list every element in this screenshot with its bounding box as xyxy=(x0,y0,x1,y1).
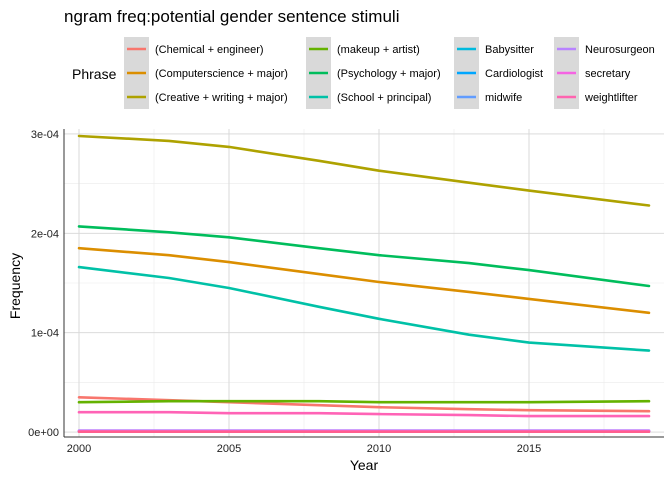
legend-label: Neurosurgeon xyxy=(585,44,655,56)
legend-item-creative-writing-major: (Creative + writing + major) xyxy=(124,85,288,109)
legend: (Chemical + engineer) (Computerscience + … xyxy=(124,37,655,109)
legend-item-psychology-major: (Psychology + major) xyxy=(306,61,441,85)
series-line-makeup-artist xyxy=(77,399,651,404)
legend-item-secretary: secretary xyxy=(554,61,631,85)
chart-title: ngram freq:potential gender sentence sti… xyxy=(64,7,399,26)
series-line-school-principal xyxy=(77,265,651,352)
legend-label: (makeup + artist) xyxy=(337,44,420,56)
legend-item-midwife: midwife xyxy=(454,85,522,109)
y-tick-label: 1e-04 xyxy=(31,328,59,340)
legend-item-cardiologist: Cardiologist xyxy=(454,61,543,85)
series-line-creative-writing-major xyxy=(77,134,651,207)
x-tick-label: 2010 xyxy=(367,443,391,455)
y-tick-label: 2e-04 xyxy=(31,228,59,240)
series-line-psychology-major xyxy=(77,225,651,288)
legend-label: Cardiologist xyxy=(485,68,543,80)
x-axis-title: Year xyxy=(350,457,379,473)
legend-title: Phrase xyxy=(72,66,117,82)
legend-label: weightlifter xyxy=(584,92,638,104)
y-tick-label: 0e+00 xyxy=(28,427,59,439)
legend-label: (Psychology + major) xyxy=(337,68,441,80)
y-axis-title: Frequency xyxy=(7,253,23,319)
legend-item-weightlifter: weightlifter xyxy=(554,85,638,109)
legend-item-neurosurgeon: Neurosurgeon xyxy=(554,37,655,61)
x-tick-label: 2015 xyxy=(517,443,541,455)
legend-item-computerscience-major: (Computerscience + major) xyxy=(124,61,288,85)
y-tick-label: 3e-04 xyxy=(31,129,59,141)
series-line-secretary xyxy=(77,410,651,418)
legend-item-chemical-engineer: (Chemical + engineer) xyxy=(124,37,264,61)
legend-label: Babysitter xyxy=(485,44,534,56)
legend-item-babysitter: Babysitter xyxy=(454,37,534,61)
legend-label: midwife xyxy=(485,92,522,104)
legend-label: secretary xyxy=(585,68,631,80)
series-line-chemical-engineer xyxy=(77,395,651,413)
legend-label: (Creative + writing + major) xyxy=(155,92,288,104)
series-line-computerscience-major xyxy=(77,246,651,315)
x-tick-label: 2005 xyxy=(217,443,241,455)
legend-item-school-principal: (School + principal) xyxy=(306,85,431,109)
plot-area: 2000 2005 2010 2015 0e+00 1e-04 2e-04 3e-04 xyxy=(28,129,664,455)
x-tick-label: 2000 xyxy=(67,443,91,455)
legend-label: (Computerscience + major) xyxy=(155,68,288,80)
legend-label: (School + principal) xyxy=(337,92,431,104)
legend-item-makeup-artist: (makeup + artist) xyxy=(306,37,420,61)
legend-label: (Chemical + engineer) xyxy=(155,44,264,56)
